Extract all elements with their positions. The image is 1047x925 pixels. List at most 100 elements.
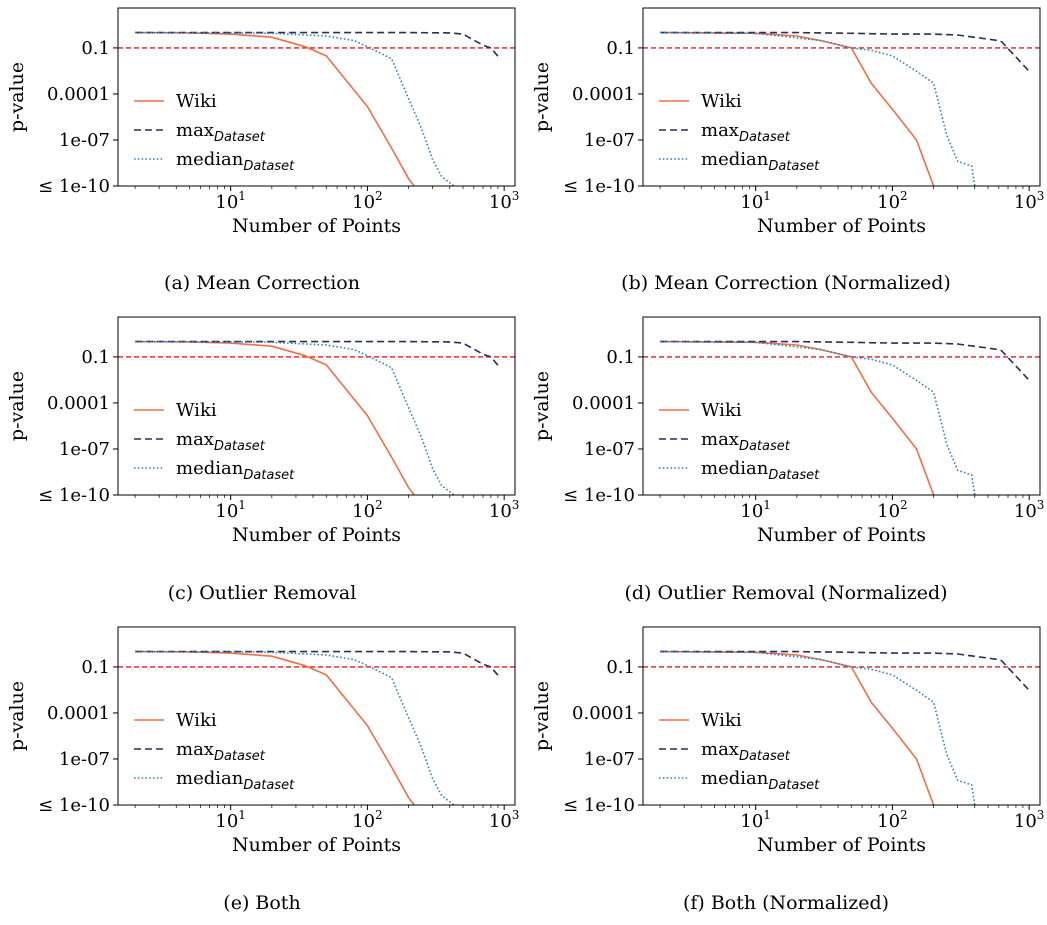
y-tick-label: 0.1	[606, 38, 635, 59]
y-tick-label: 1e-07	[584, 130, 635, 151]
x-tick-label: 103	[489, 498, 520, 522]
y-tick-label: 0.0001	[47, 703, 110, 724]
y-tick-label: ≤ 1e-10	[38, 795, 110, 816]
series-line-max	[135, 650, 501, 679]
series-line-max	[135, 340, 501, 369]
x-tick-label: 103	[1014, 808, 1045, 832]
x-tick-label: 102	[877, 189, 908, 213]
series-line-wiki	[660, 340, 935, 495]
y-tick-label: 0.0001	[572, 703, 635, 724]
axes-frame	[642, 626, 1041, 806]
caption-e: (e) Both	[223, 892, 301, 914]
y-tick-label: 1e-07	[59, 749, 110, 770]
x-tick-label: 103	[1014, 498, 1045, 522]
x-tick-label: 101	[215, 498, 246, 522]
panel-4: 101 102 103 0.1 0.0001 1e-07 ≤ 1e-10 Number of …	[6, 626, 520, 856]
axes-frame	[117, 316, 516, 496]
y-tick-label: ≤ 1e-10	[563, 176, 635, 197]
legend-label: medianDataset	[176, 768, 295, 793]
legend-label: Wiki	[701, 400, 742, 421]
x-tick-label: 101	[740, 808, 771, 832]
y-tick-label: 0.0001	[47, 84, 110, 105]
y-tick-label: 0.0001	[47, 393, 110, 414]
legend-label: medianDataset	[176, 149, 295, 174]
x-axis-label: Number of Points	[757, 524, 926, 546]
panel-2: 101 102 103 0.1 0.0001 1e-07 ≤ 1e-10 Number of …	[6, 316, 520, 546]
series-line-median	[135, 31, 455, 186]
x-tick-label: 103	[1014, 189, 1045, 213]
series-line-max	[660, 31, 1030, 72]
y-tick-label: 0.1	[81, 657, 110, 678]
x-tick-label: 101	[215, 808, 246, 832]
series-line-wiki	[135, 31, 415, 186]
x-tick-label: 101	[215, 189, 246, 213]
caption-b: (b) Mean Correction (Normalized)	[621, 272, 951, 294]
panel-1: 101 102 103 0.1 0.0001 1e-07 ≤ 1e-10 Number of …	[531, 7, 1045, 237]
series-line-wiki	[660, 31, 935, 186]
x-tick-label: 102	[877, 808, 908, 832]
legend-label: medianDataset	[701, 768, 820, 793]
y-tick-label: 1e-07	[59, 439, 110, 460]
series-line-max	[660, 340, 1030, 381]
legend-label: Wiki	[176, 400, 217, 421]
panel-5: 101 102 103 0.1 0.0001 1e-07 ≤ 1e-10 Number of …	[531, 626, 1045, 856]
panel-3: 101 102 103 0.1 0.0001 1e-07 ≤ 1e-10 Number of …	[531, 316, 1045, 546]
legend-label: Wiki	[176, 91, 217, 112]
y-tick-label: 0.1	[81, 38, 110, 59]
panel-0: 101 102 103 0.1 0.0001 1e-07 ≤ 1e-10 Number of …	[6, 7, 520, 237]
y-tick-label: 0.0001	[572, 84, 635, 105]
y-axis-label: p-value	[531, 371, 553, 441]
x-axis-label: Number of Points	[757, 215, 926, 237]
legend-label: medianDataset	[176, 458, 295, 483]
y-tick-label: ≤ 1e-10	[563, 795, 635, 816]
series-line-median	[135, 650, 455, 805]
legend-label: maxDataset	[176, 429, 266, 454]
caption-d: (d) Outlier Removal (Normalized)	[624, 582, 948, 604]
caption-a: (a) Mean Correction	[164, 272, 360, 294]
series-line-wiki	[135, 340, 415, 495]
y-axis-label: p-value	[531, 62, 553, 132]
legend-label: Wiki	[701, 91, 742, 112]
legend-label: medianDataset	[701, 149, 820, 174]
x-tick-label: 103	[489, 808, 520, 832]
x-axis-label: Number of Points	[232, 834, 401, 856]
series-line-median	[135, 340, 455, 495]
series-line-wiki	[660, 650, 935, 805]
legend-label: maxDataset	[701, 120, 791, 145]
y-tick-label: 1e-07	[59, 130, 110, 151]
y-tick-label: 0.1	[81, 347, 110, 368]
legend-label: maxDataset	[176, 120, 266, 145]
series-line-wiki	[135, 650, 415, 805]
x-tick-label: 101	[740, 498, 771, 522]
y-tick-label: ≤ 1e-10	[563, 485, 635, 506]
y-tick-label: ≤ 1e-10	[38, 176, 110, 197]
y-tick-label: 0.1	[606, 657, 635, 678]
legend-label: Wiki	[701, 710, 742, 731]
y-axis-label: p-value	[531, 681, 553, 751]
x-tick-label: 102	[877, 498, 908, 522]
y-tick-label: 0.1	[606, 347, 635, 368]
x-axis-label: Number of Points	[757, 834, 926, 856]
legend-label: maxDataset	[701, 429, 791, 454]
axes-frame	[642, 7, 1041, 187]
y-axis-label: p-value	[6, 371, 28, 441]
y-tick-label: ≤ 1e-10	[38, 485, 110, 506]
series-line-max	[660, 650, 1030, 691]
x-tick-label: 102	[352, 498, 383, 522]
y-tick-label: 0.0001	[572, 393, 635, 414]
x-tick-label: 101	[740, 189, 771, 213]
caption-f: (f) Both (Normalized)	[682, 892, 890, 914]
axes-frame	[117, 7, 516, 187]
x-tick-label: 103	[489, 189, 520, 213]
legend-label: medianDataset	[701, 458, 820, 483]
y-tick-label: 1e-07	[584, 439, 635, 460]
x-tick-label: 102	[352, 808, 383, 832]
x-tick-label: 102	[352, 189, 383, 213]
y-axis-label: p-value	[6, 62, 28, 132]
axes-frame	[642, 316, 1041, 496]
legend-label: Wiki	[176, 710, 217, 731]
caption-c: (c) Outlier Removal	[167, 582, 357, 604]
x-axis-label: Number of Points	[232, 524, 401, 546]
